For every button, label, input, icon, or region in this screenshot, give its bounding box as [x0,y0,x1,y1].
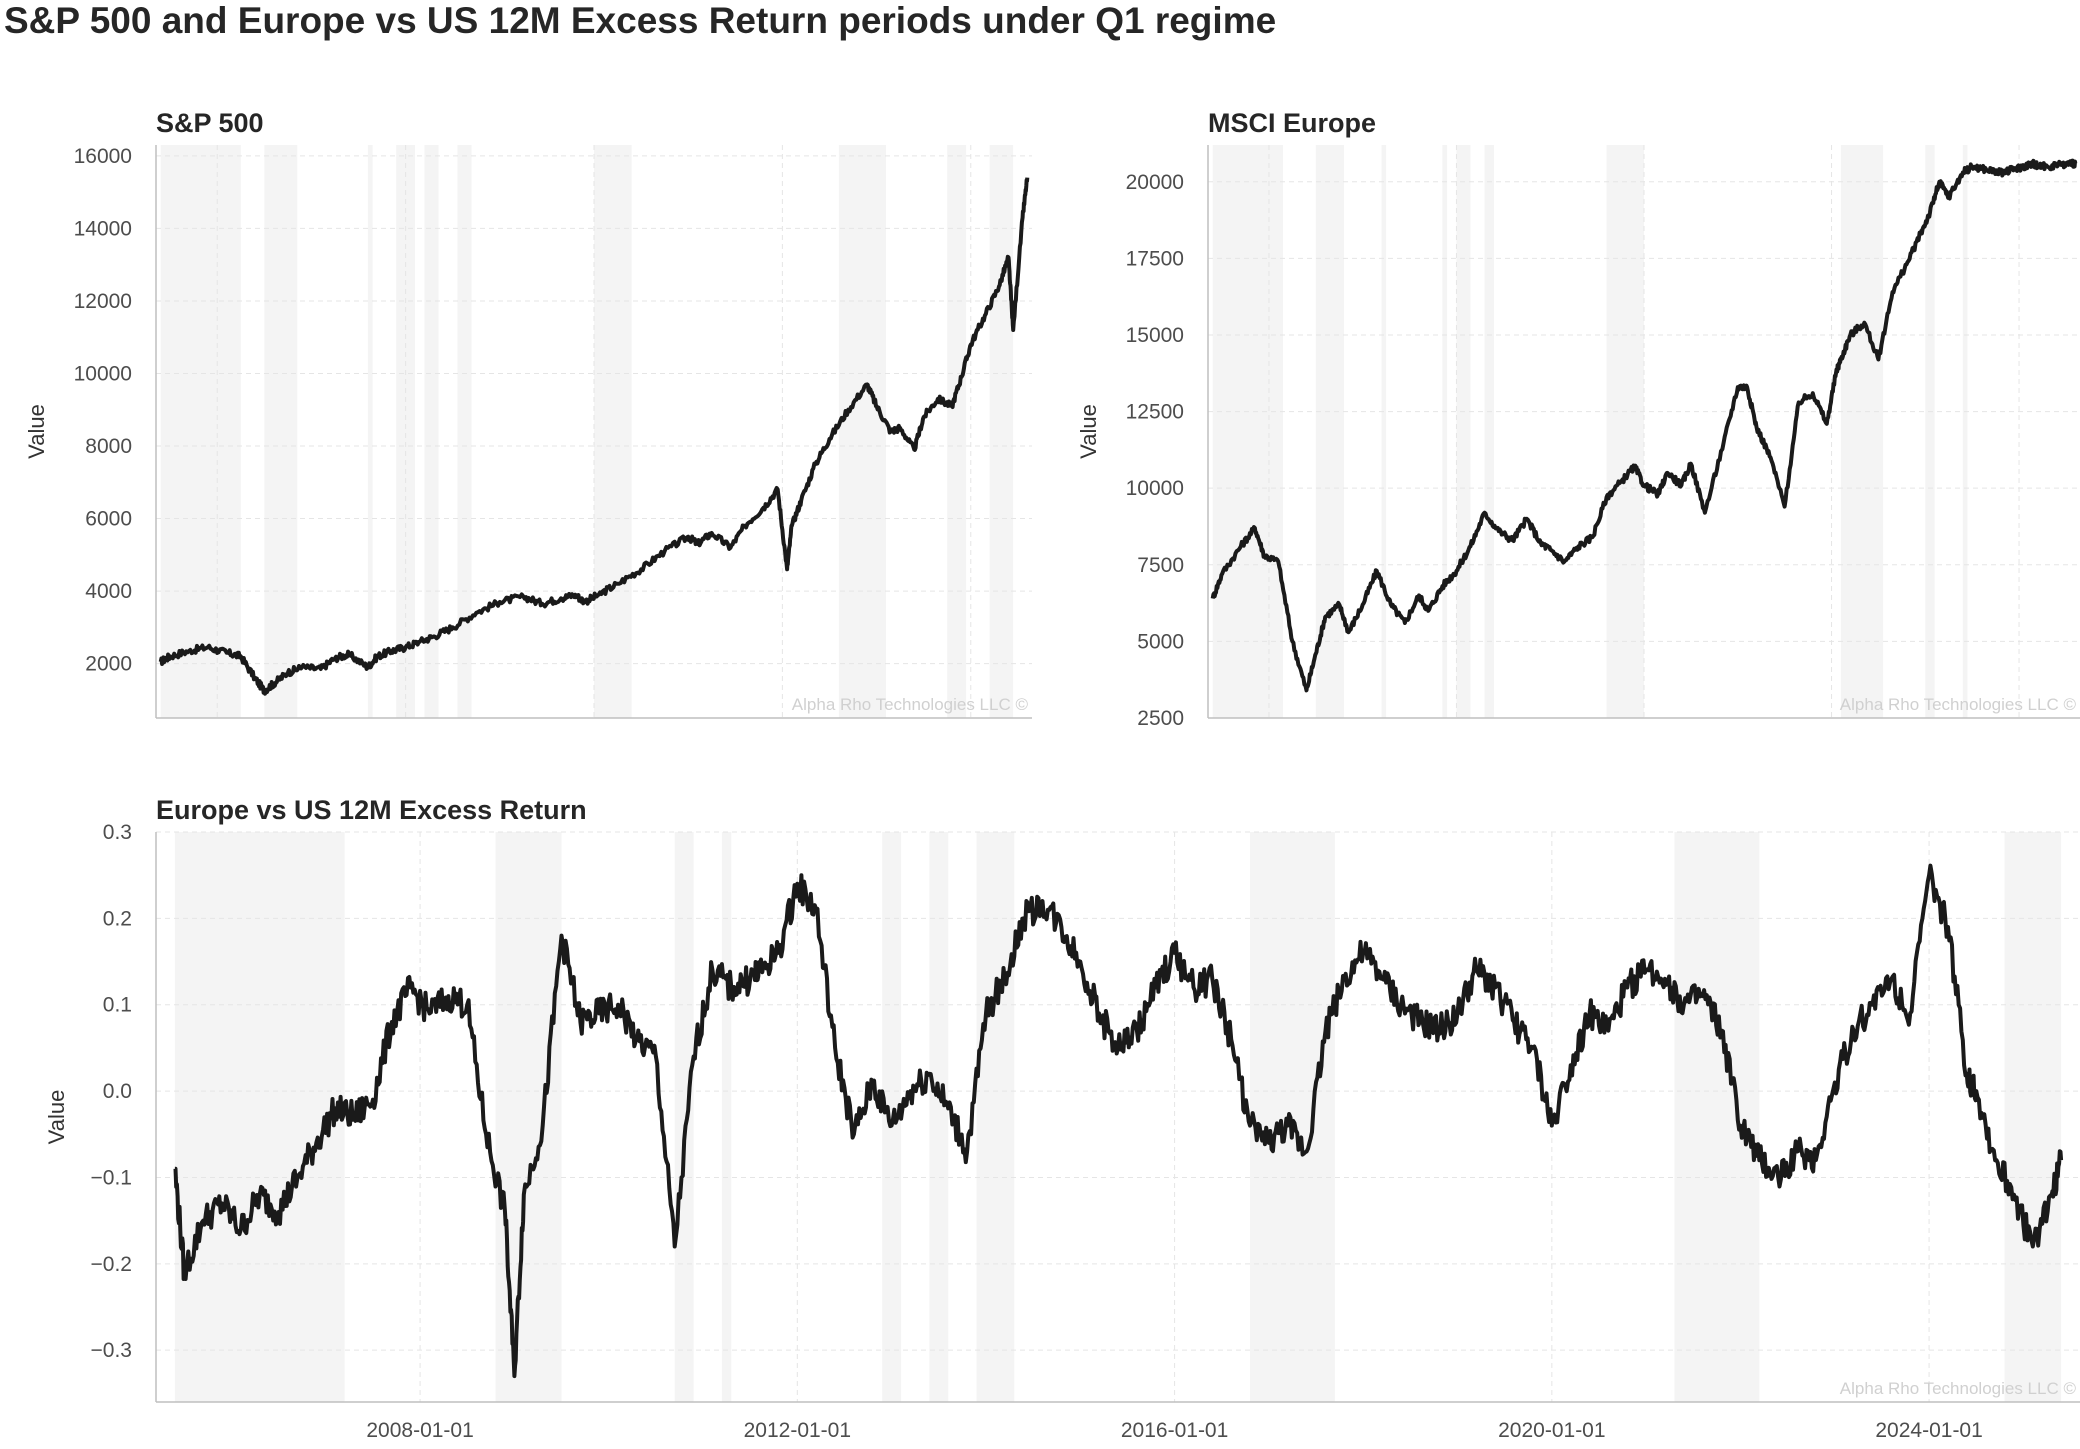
y-tick-label: 12000 [74,290,132,313]
q1-regime-shade-2 [674,832,694,1402]
y-tick-label: 2000 [85,653,132,676]
y-tick-label: 8000 [85,435,132,458]
msci-europe-panel: 2500 5000 7500 10000 12500 15000 17500 20000 Val… [1076,145,2080,730]
q1-regime-shade-7 [1840,145,1884,718]
sp500-series-line [158,177,1030,696]
y-tick-label: 0.0 [103,1080,132,1103]
x-tick-label: 2020-01-01 [1498,1419,1605,1442]
q1-regime-shade-6 [594,145,632,718]
q1-regime-shade-8 [1674,832,1760,1402]
q1-regime-shade-1 [495,832,562,1402]
x-tick-label: 2012-01-01 [744,1419,851,1442]
panel-title-excess-return: Europe vs US 12M Excess Return [156,795,587,825]
x-tick-label: 2024-01-01 [1875,1419,1982,1442]
q1-regime-shade-1 [264,145,298,718]
panel-title-sp500: S&P 500 [156,108,264,138]
y-tick-label: 6000 [85,508,132,531]
y-tick-label: −0.2 [91,1253,132,1276]
q1-regime-shade-3 [396,145,416,718]
x-tick-label: 2016-01-01 [1121,1419,1228,1442]
y-tick-label: 2500 [1137,707,1184,730]
watermark: Alpha Rho Technologies LLC © [1840,695,2077,714]
y-tick-label: 5000 [1137,630,1184,653]
y-tick-label: 14000 [74,217,132,240]
q1-regime-shade-4 [1456,145,1471,718]
panel-title-msci-europe: MSCI Europe [1208,108,1377,138]
q1-regime-shade-3 [721,832,732,1402]
q1-regime-shade-5 [929,832,949,1402]
msci_europe-series-line [1210,158,2078,693]
y-tick-label: 15000 [1126,324,1184,347]
q1-regime-shade-9 [1962,145,1968,718]
figure-title: S&P 500 and Europe vs US 12M Excess Retu… [4,0,1277,41]
q1-regime-shade-3 [1442,145,1448,718]
y-tick-label: 10000 [74,362,132,385]
watermark: Alpha Rho Technologies LLC © [792,695,1029,714]
y-tick-label: 4000 [85,580,132,603]
y-tick-label: −0.1 [91,1166,132,1189]
q1-regime-shade-2 [367,145,373,718]
y-tick-label: 0.1 [103,994,132,1017]
q1-regime-shade-8 [1925,145,1935,718]
y-tick-label: 0.3 [103,821,132,844]
q1-regime-shade-4 [424,145,439,718]
x-tick-label: 2008-01-01 [366,1419,473,1442]
watermark: Alpha Rho Technologies LLC © [1840,1379,2077,1398]
y-tick-label: 0.2 [103,907,132,930]
q1-regime-shade-6 [1606,145,1644,718]
y-tick-label: 20000 [1126,171,1184,194]
q1-regime-shade-9 [989,145,1014,718]
excess-return-panel: −0.3 −0.2 −0.1 0.0 0.1 0.2 0.3 2008-01-01 2012-0… [44,821,2080,1442]
y-tick-label: 7500 [1137,554,1184,577]
y-tick-label: 16000 [74,145,132,168]
q1-regime-shade-7 [1250,832,1335,1402]
y-axis-label: Value [1076,404,1101,459]
q1-regime-shade-9 [2004,832,2062,1402]
q1-regime-shade-0 [174,832,345,1402]
y-tick-label: 10000 [1126,477,1184,500]
q1-regime-shade-2 [1381,145,1387,718]
q1-regime-shade-5 [457,145,472,718]
q1-regime-shade-5 [1484,145,1494,718]
y-tick-label: −0.3 [91,1339,132,1362]
y-axis-label: Value [44,1090,69,1145]
q1-regime-shade-6 [976,832,1015,1402]
y-axis-label: Value [24,404,49,459]
q1-regime-shade-7 [838,145,886,718]
y-tick-label: 12500 [1126,401,1184,424]
excess_return-series-line [173,863,2064,1379]
q1-regime-shade-0 [160,145,241,718]
sp500-panel: 2000 4000 6000 8000 10000 12000 14000 16000 Valu… [24,145,1032,719]
q1-regime-shade-8 [947,145,967,718]
y-tick-label: 17500 [1126,247,1184,270]
q1-regime-shade-0 [1212,145,1284,718]
q1-regime-shade-1 [1315,145,1344,718]
